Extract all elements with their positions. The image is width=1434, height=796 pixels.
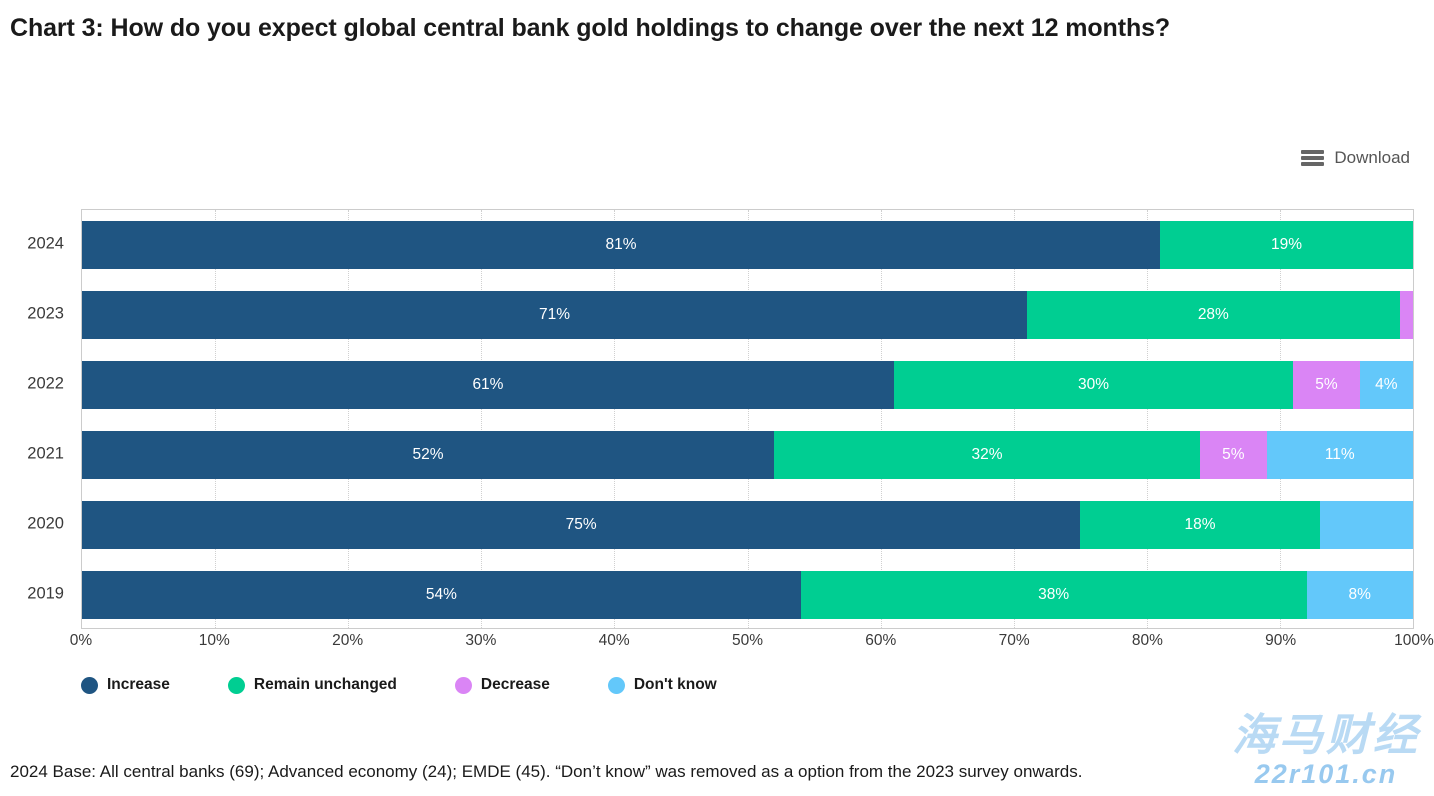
chart-container: 2024 2023 2022 2021 2020 2019 81% 19% 71% 28% 61%… bbox=[0, 209, 1434, 629]
watermark-main-text: 海马财经 bbox=[1232, 711, 1420, 761]
gridline bbox=[481, 210, 483, 628]
chart-footnote: 2024 Base: All central banks (69); Advan… bbox=[10, 762, 1083, 781]
chart-legend: Increase Remain unchanged Decrease Don't kn… bbox=[81, 676, 775, 694]
x-axis-tick: 40% bbox=[598, 632, 630, 649]
bar-segment-label: 5% bbox=[1315, 376, 1338, 393]
bar-segment-label: 32% bbox=[971, 446, 1003, 463]
bar-row: 71% 28% bbox=[82, 291, 1413, 339]
x-axis-tick: 80% bbox=[1131, 632, 1163, 649]
gridline bbox=[215, 210, 217, 628]
x-axis-tick: 10% bbox=[198, 632, 230, 649]
legend-item-label: Increase bbox=[107, 676, 170, 693]
y-axis-label: 2020 bbox=[27, 514, 64, 533]
bar-segment[interactable]: 30% bbox=[893, 361, 1294, 409]
legend-color-dot bbox=[227, 676, 245, 694]
bar-segment-label: 75% bbox=[565, 516, 597, 533]
x-axis-tick: 20% bbox=[332, 632, 364, 649]
bar-segment[interactable]: 75% bbox=[82, 501, 1081, 549]
gridline bbox=[747, 210, 749, 628]
bar-segment[interactable]: 8% bbox=[1306, 571, 1413, 619]
bar-segment-label: 30% bbox=[1078, 376, 1110, 393]
bar-row: 75% 18% bbox=[82, 501, 1413, 549]
legend-item[interactable]: Remain unchanged bbox=[227, 676, 397, 694]
legend-item[interactable]: Don't know bbox=[607, 676, 717, 694]
x-axis-tick: 30% bbox=[465, 632, 497, 649]
bar-segment-label: 81% bbox=[605, 236, 637, 253]
bar-segment-label: 4% bbox=[1375, 376, 1398, 393]
bar-row: 61% 30% 5% 4% bbox=[82, 361, 1413, 409]
y-axis-label: 2024 bbox=[27, 234, 64, 253]
bar-segment-label: 19% bbox=[1271, 236, 1303, 253]
bar-segment[interactable]: 5% bbox=[1293, 361, 1360, 409]
bar-segment[interactable] bbox=[1399, 291, 1413, 339]
bar-segment[interactable]: 19% bbox=[1160, 221, 1413, 269]
download-button-label: Download bbox=[1334, 148, 1410, 167]
page-title: Chart 3: How do you expect global centra… bbox=[10, 14, 1171, 42]
bar-segment-label: 5% bbox=[1222, 446, 1245, 463]
legend-item-label: Don't know bbox=[633, 676, 717, 693]
legend-color-dot bbox=[454, 676, 472, 694]
bar-segment-label: 54% bbox=[425, 586, 457, 603]
bar-segment-label: 52% bbox=[412, 446, 444, 463]
bar-segment[interactable]: 32% bbox=[774, 431, 1201, 479]
bar-segment-label: 28% bbox=[1197, 306, 1229, 323]
y-axis-label: 2022 bbox=[27, 374, 64, 393]
gridline bbox=[880, 210, 882, 628]
hamburger-icon bbox=[1301, 150, 1325, 166]
bar-segment[interactable]: 5% bbox=[1200, 431, 1267, 479]
x-axis-tick: 70% bbox=[998, 632, 1030, 649]
legend-color-dot bbox=[607, 676, 625, 694]
y-axis-label: 2023 bbox=[27, 304, 64, 323]
legend-item-label: Decrease bbox=[480, 676, 550, 693]
x-axis-tick: 50% bbox=[731, 632, 764, 649]
bar-segment[interactable]: 61% bbox=[82, 361, 894, 409]
bar-row: 81% 19% bbox=[82, 221, 1413, 269]
y-axis-label: 2019 bbox=[27, 584, 64, 603]
bar-segment-label: 38% bbox=[1038, 586, 1070, 603]
legend-color-dot bbox=[81, 676, 98, 694]
bar-segment[interactable]: 18% bbox=[1080, 501, 1320, 549]
bar-segment[interactable]: 4% bbox=[1359, 361, 1413, 409]
bar-row: 52% 32% 5% 11% bbox=[82, 431, 1413, 479]
legend-item-label: Remain unchanged bbox=[253, 676, 397, 693]
x-axis-tick: 0% bbox=[69, 632, 93, 649]
bar-segment[interactable]: 11% bbox=[1266, 431, 1413, 479]
download-button[interactable]: Download bbox=[1301, 148, 1410, 168]
bar-segment-label: 8% bbox=[1348, 586, 1371, 603]
gridline bbox=[1279, 210, 1281, 628]
bar-segment[interactable]: 38% bbox=[800, 571, 1307, 619]
x-axis-tick: 100% bbox=[1394, 632, 1434, 649]
x-axis-tick: 60% bbox=[865, 632, 897, 649]
x-axis-tick: 90% bbox=[1265, 632, 1297, 649]
y-axis-label: 2021 bbox=[27, 444, 64, 463]
bar-segment[interactable]: 81% bbox=[82, 221, 1161, 269]
y-axis: 2024 2023 2022 2021 2020 2019 bbox=[0, 209, 72, 629]
bar-segment[interactable]: 54% bbox=[82, 571, 801, 619]
bar-segment-label: 18% bbox=[1184, 516, 1216, 533]
legend-item[interactable]: Decrease bbox=[454, 676, 550, 694]
bar-segment[interactable] bbox=[1319, 501, 1413, 549]
gridline bbox=[348, 210, 350, 628]
bar-segment[interactable]: 28% bbox=[1027, 291, 1400, 339]
gridline bbox=[614, 210, 616, 628]
bar-row: 54% 38% 8% bbox=[82, 571, 1413, 619]
bar-segment-label: 11% bbox=[1324, 446, 1355, 463]
x-axis: 0% 10% 20% 30% 40% 50% 60% 70% 80% 90% 100% bbox=[70, 632, 1434, 658]
bar-segment-label: 71% bbox=[538, 306, 571, 323]
plot-area: 81% 19% 71% 28% 61% 30% 5% 4% 52% 32% 5% 11% 75% 18% 5… bbox=[81, 209, 1414, 629]
legend-item[interactable]: Increase bbox=[81, 676, 170, 694]
bar-segment[interactable]: 71% bbox=[82, 291, 1027, 339]
bar-segment-label: 61% bbox=[472, 376, 504, 393]
gridline bbox=[1013, 210, 1015, 628]
gridline bbox=[1146, 210, 1148, 628]
bar-segment[interactable]: 52% bbox=[82, 431, 775, 479]
